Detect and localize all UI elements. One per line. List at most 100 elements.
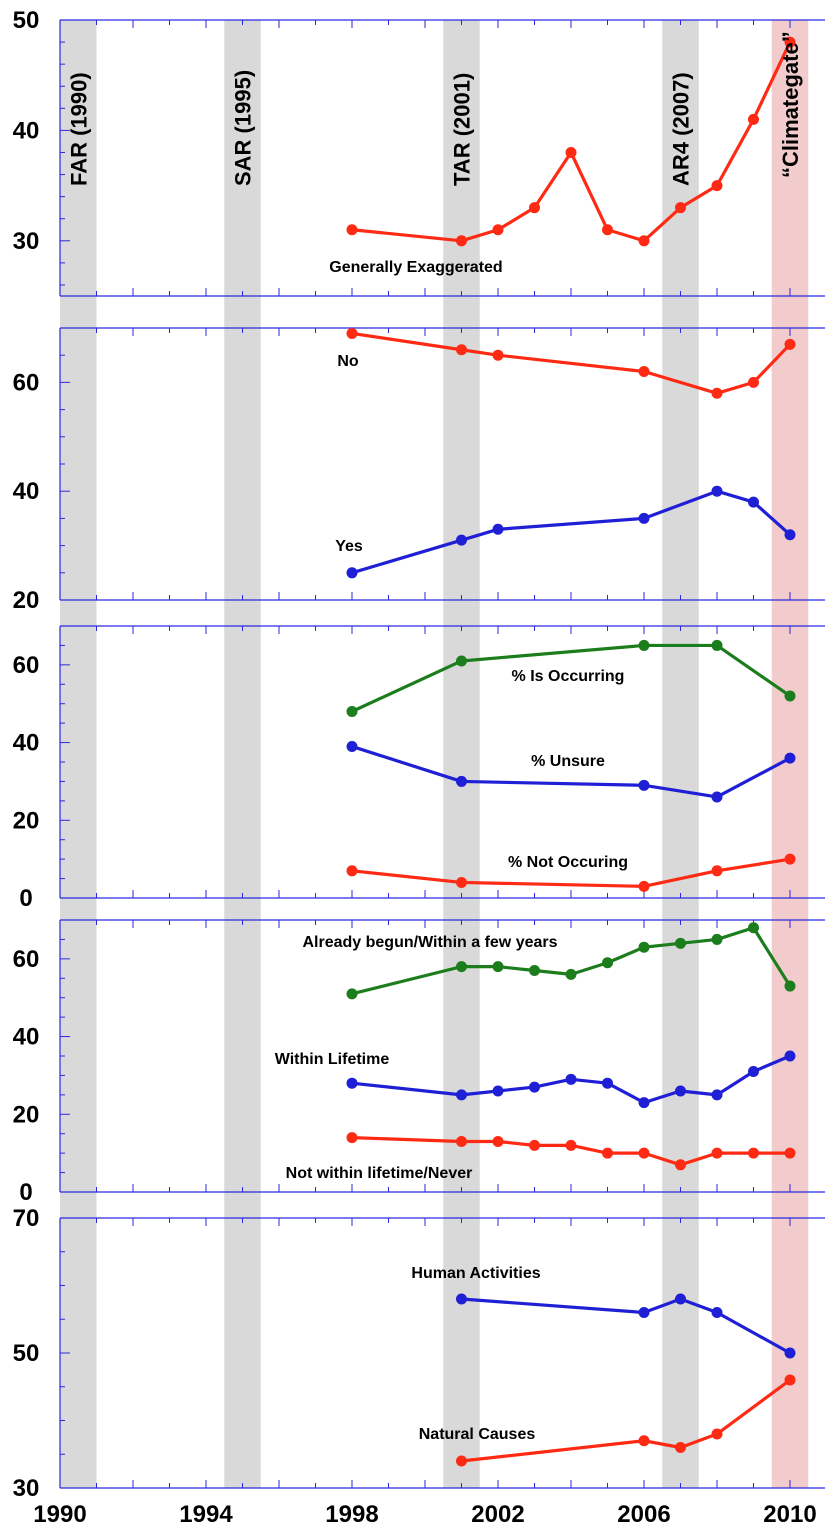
data-point-generally-exaggerated	[346, 224, 358, 236]
data-point-within-lifetime	[748, 1066, 759, 1078]
data-point-unsure	[346, 740, 358, 752]
data-point-not-within-lifetime-never	[492, 1135, 504, 1147]
data-point-unsure	[711, 791, 723, 803]
data-point-not-within-lifetime-never	[711, 1147, 723, 1159]
data-point-not-occuring	[638, 880, 650, 892]
event-label-climategate: “Climategate”	[778, 31, 803, 178]
panel-1-y-tick-label: 20	[13, 587, 40, 614]
data-point-within-lifetime	[565, 1073, 577, 1085]
data-point-not-within-lifetime-never	[602, 1147, 613, 1159]
panel-2-y-tick-label: 0	[19, 885, 32, 912]
data-point-no	[346, 327, 358, 339]
data-point-yes	[638, 512, 650, 524]
event-label-tar-2001: TAR (2001)	[450, 73, 475, 186]
data-point-within-lifetime	[346, 1077, 358, 1089]
data-point-not-occuring	[456, 876, 467, 888]
data-point-yes	[784, 529, 796, 541]
data-point-human-activities	[784, 1347, 796, 1359]
data-point-generally-exaggerated	[675, 202, 686, 214]
data-point-not-occuring	[784, 853, 796, 865]
panel-1-y-tick-label: 60	[13, 369, 40, 396]
data-point-generally-exaggerated	[602, 224, 613, 236]
data-point-no	[456, 344, 467, 356]
data-point-already-begun-within-a-few-years	[565, 968, 577, 980]
panel-0-y-tick-label: 30	[13, 228, 40, 255]
data-point-yes	[748, 496, 759, 508]
series-label-already-begun-within-a-few-years: Already begun/Within a few years	[302, 934, 557, 951]
data-point-already-begun-within-a-few-years	[748, 922, 759, 934]
data-point-already-begun-within-a-few-years	[784, 980, 796, 992]
data-point-within-lifetime	[492, 1085, 504, 1097]
panel-4-y-tick-label: 70	[13, 1205, 40, 1232]
data-point-already-begun-within-a-few-years	[529, 965, 540, 977]
data-point-no	[638, 366, 650, 378]
panel-4-y-tick-label: 50	[13, 1340, 40, 1367]
data-point-not-within-lifetime-never	[346, 1132, 358, 1144]
series-line-human-activities	[461, 1297, 791, 1355]
data-point-no	[711, 387, 723, 399]
data-point-already-begun-within-a-few-years	[675, 937, 686, 949]
data-point-yes	[492, 523, 504, 535]
data-point-human-activities	[638, 1307, 650, 1318]
panel-4-y-tick-label: 30	[13, 1475, 40, 1502]
data-point-generally-exaggerated	[711, 180, 723, 192]
data-point-human-activities	[675, 1293, 686, 1305]
data-point-natural-causes	[675, 1442, 686, 1453]
data-point-generally-exaggerated	[638, 235, 650, 247]
series-line-generally-exaggerated	[351, 41, 792, 243]
data-point-natural-causes	[784, 1374, 796, 1386]
data-point-already-begun-within-a-few-years	[346, 988, 358, 1000]
data-point-yes	[711, 485, 723, 497]
data-point-not-within-lifetime-never	[565, 1139, 577, 1151]
series-label-is-occurring: % Is Occurring	[512, 668, 625, 685]
series-line-no	[351, 331, 792, 395]
event-label-ar4-2007: AR4 (2007)	[669, 72, 694, 186]
data-point-generally-exaggerated	[456, 235, 467, 247]
data-point-yes	[456, 534, 467, 546]
series-line-yes	[351, 489, 792, 575]
data-point-already-begun-within-a-few-years	[456, 961, 467, 973]
data-point-natural-causes	[638, 1435, 650, 1447]
panel-2-y-tick-label: 40	[13, 730, 40, 757]
data-point-not-within-lifetime-never	[456, 1135, 467, 1147]
data-point-not-within-lifetime-never	[675, 1159, 686, 1171]
panel-2-y-tick-label: 20	[13, 807, 40, 834]
data-point-natural-causes	[456, 1455, 467, 1467]
data-point-is-occurring	[638, 639, 650, 651]
data-point-not-within-lifetime-never	[529, 1139, 540, 1151]
data-point-human-activities	[456, 1293, 467, 1305]
data-point-within-lifetime	[784, 1050, 796, 1062]
series-label-generally-exaggerated: Generally Exaggerated	[329, 259, 502, 276]
data-point-already-begun-within-a-few-years	[711, 933, 723, 945]
panel-3-y-tick-label: 40	[13, 1024, 40, 1051]
data-point-no	[748, 376, 759, 388]
series-label-no: No	[337, 353, 359, 370]
series-label-human-activities: Human Activities	[411, 1265, 540, 1282]
panel-3-y-tick-label: 60	[13, 946, 40, 973]
data-point-within-lifetime	[456, 1089, 467, 1101]
data-point-is-occurring	[456, 655, 467, 667]
data-point-generally-exaggerated	[748, 113, 759, 125]
data-point-not-occuring	[711, 865, 723, 877]
data-point-generally-exaggerated	[529, 202, 540, 214]
data-point-already-begun-within-a-few-years	[638, 941, 650, 953]
event-band-sar-1995	[224, 20, 261, 1488]
series-label-unsure: % Unsure	[531, 753, 605, 770]
data-point-human-activities	[711, 1307, 723, 1318]
panel-3-y-tick-label: 0	[19, 1179, 32, 1206]
data-point-not-within-lifetime-never	[638, 1147, 650, 1159]
data-point-natural-causes	[711, 1428, 723, 1440]
data-point-no	[492, 349, 504, 361]
data-point-yes	[346, 567, 358, 579]
data-point-within-lifetime	[675, 1085, 686, 1097]
event-label-far-1990: FAR (1990)	[66, 72, 91, 186]
data-point-unsure	[456, 775, 467, 787]
series-label-not-within-lifetime-never: Not within lifetime/Never	[286, 1165, 473, 1182]
series-label-not-occuring: % Not Occuring	[508, 854, 628, 871]
data-point-generally-exaggerated	[565, 146, 577, 158]
data-point-already-begun-within-a-few-years	[492, 961, 504, 973]
series-label-yes: Yes	[335, 538, 363, 555]
data-point-not-within-lifetime-never	[748, 1147, 759, 1159]
